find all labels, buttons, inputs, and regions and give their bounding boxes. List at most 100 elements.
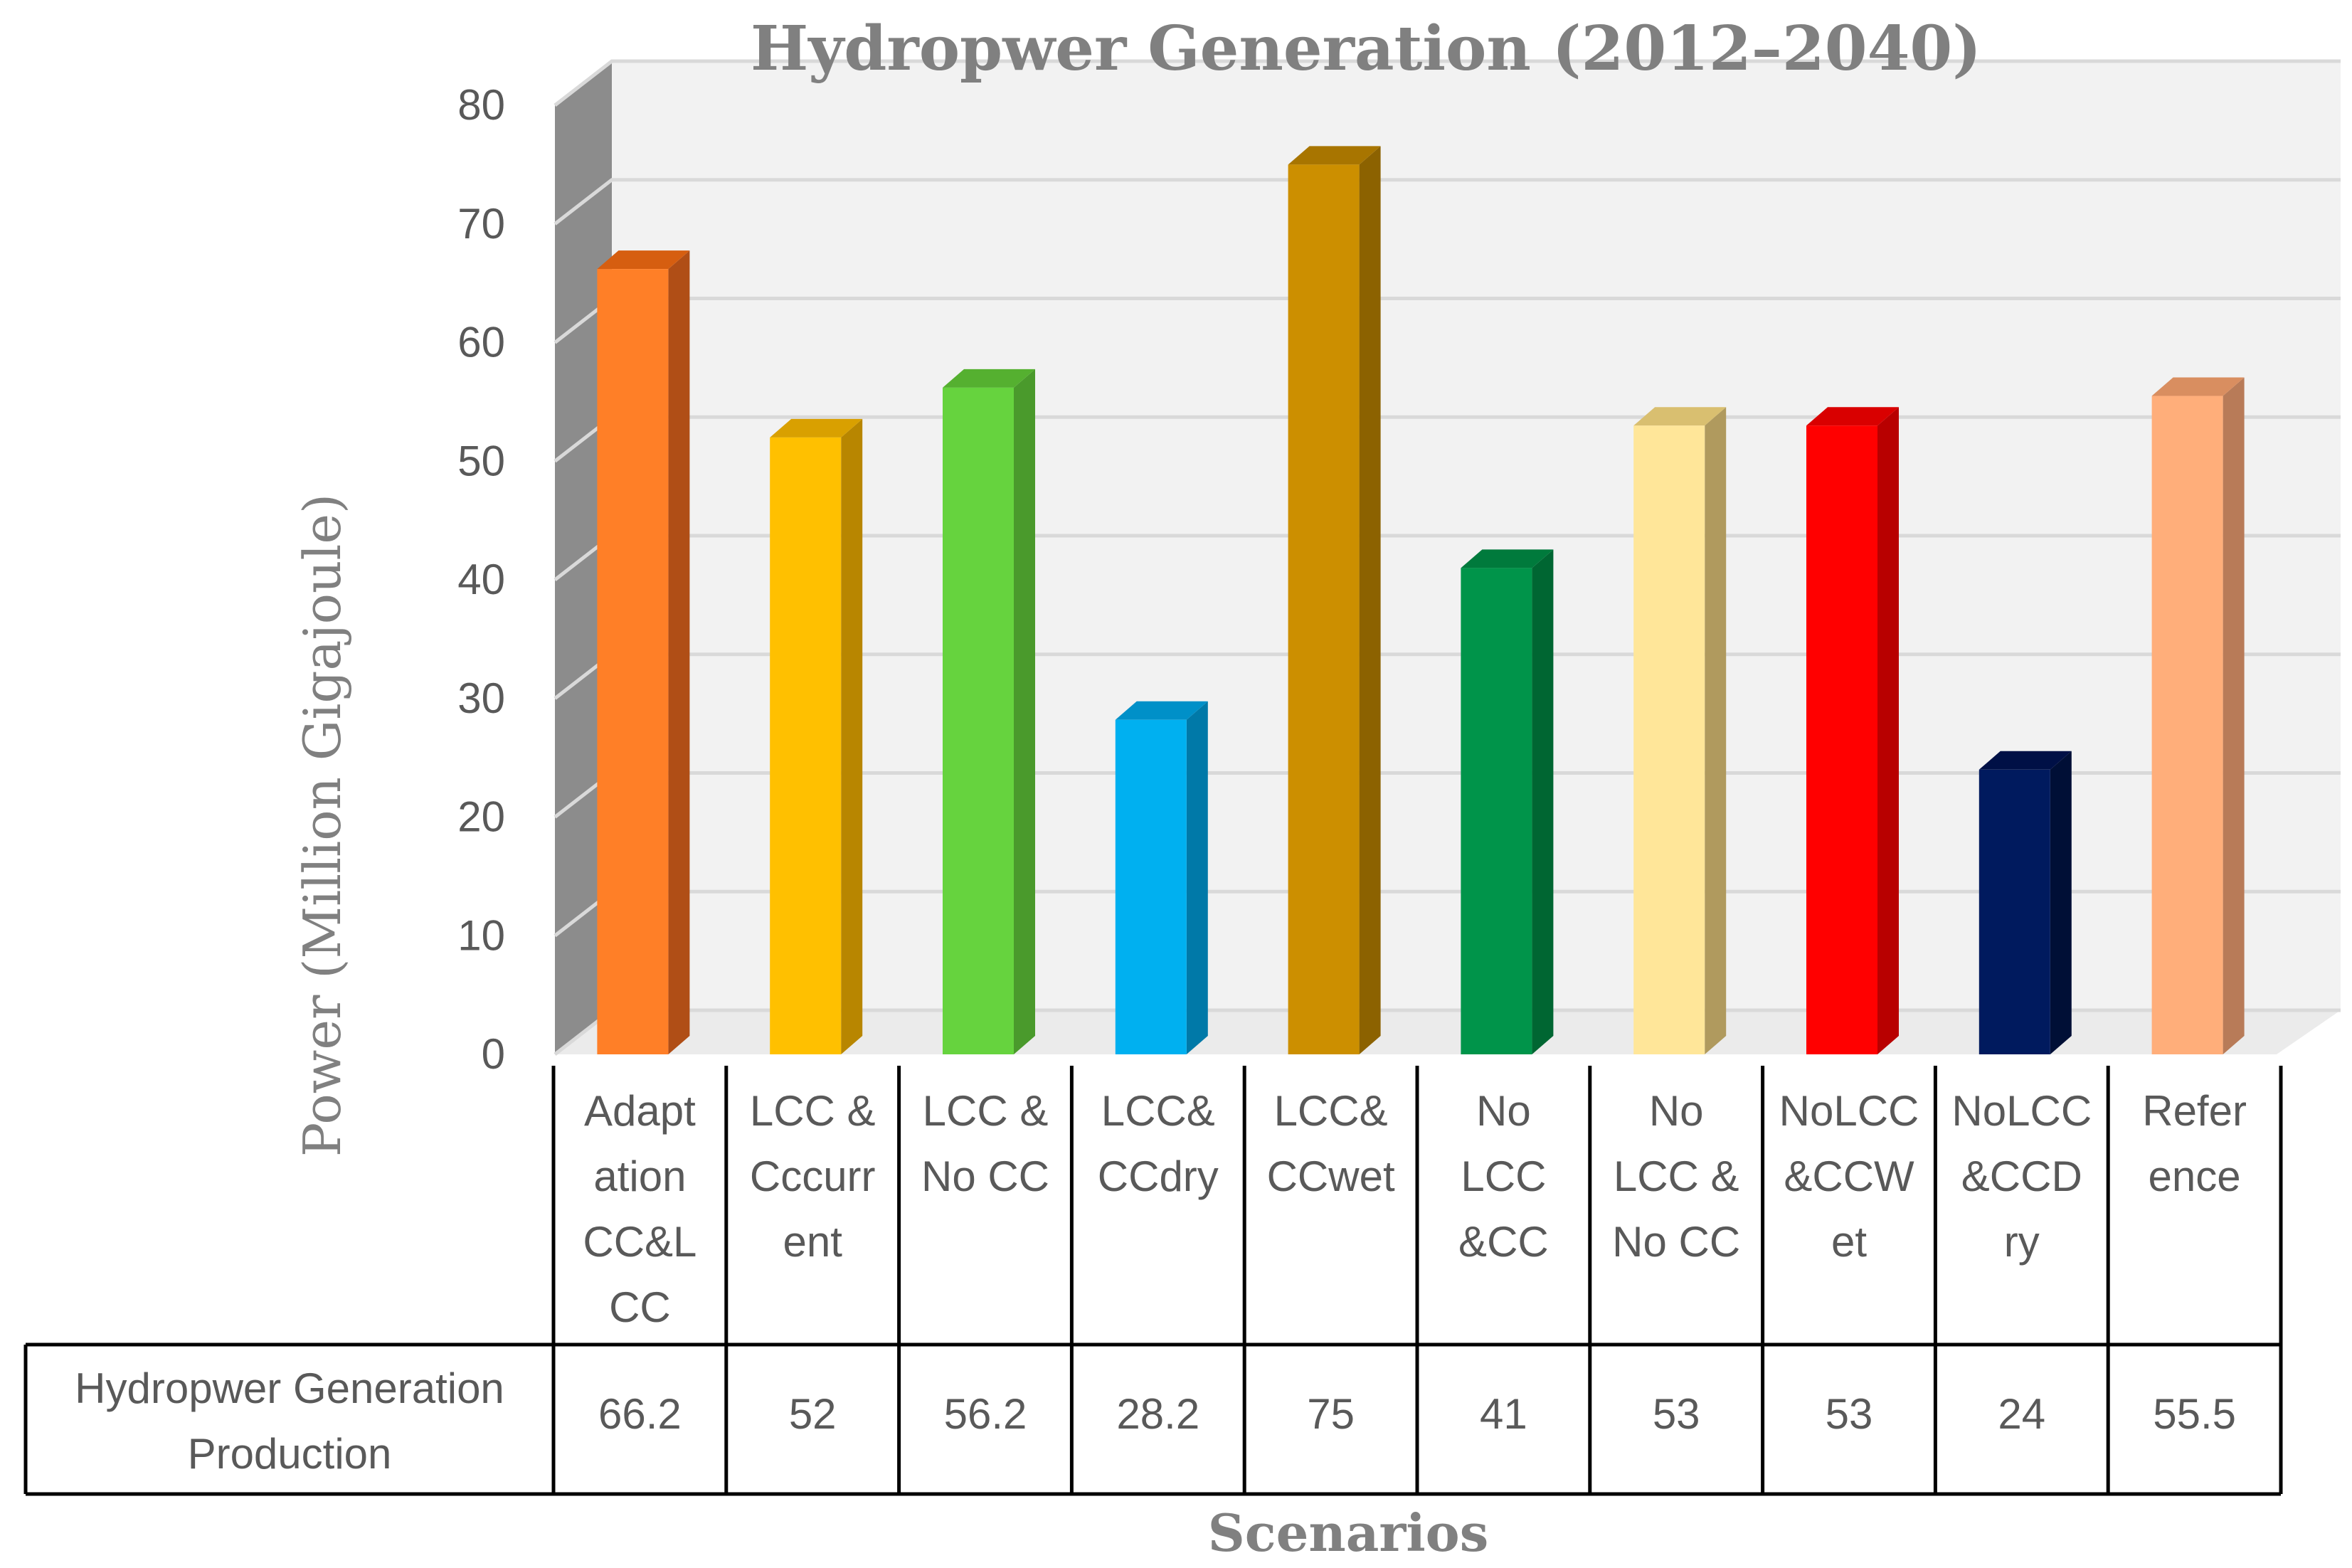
bar: [1978, 769, 2050, 1054]
bar-top: [1633, 407, 1727, 426]
series-name: Hydropwer Generation Production: [75, 1365, 504, 1478]
data-value: 41: [1480, 1390, 1527, 1438]
bar-top: [1806, 407, 1899, 426]
category-label-line: ent: [783, 1218, 842, 1266]
category-label-line: NoLCC: [1779, 1087, 1919, 1135]
bar: [943, 387, 1014, 1054]
bar-group: [1461, 549, 1554, 1054]
bar: [2151, 396, 2223, 1054]
data-value: 66.2: [598, 1390, 682, 1438]
bar: [770, 437, 842, 1054]
bar: [1461, 568, 1532, 1054]
category-label: LCC& CCwet: [1267, 1087, 1395, 1200]
category-label-line: CCwet: [1267, 1153, 1395, 1200]
series-name-line: Hydropwer Generation: [75, 1365, 504, 1412]
category-label-line: et: [1831, 1218, 1867, 1266]
category-label-line: Cccurr: [750, 1153, 876, 1200]
category-label: Refer ence: [2142, 1087, 2247, 1200]
category-label-line: LCC&: [1101, 1087, 1215, 1135]
data-value: 28.2: [1116, 1390, 1199, 1438]
bar-side: [2223, 377, 2245, 1054]
x-axis-title: Scenarios: [1208, 1503, 1489, 1563]
bar-group: [943, 369, 1035, 1054]
category-label-line: &CCD: [1961, 1153, 2082, 1200]
bar-group: [1288, 146, 1381, 1054]
y-tick-label: 80: [457, 81, 505, 129]
bar-top: [1978, 751, 2072, 770]
data-table: [23, 1066, 2283, 1496]
y-axis-title: Power (Million Gigajoule): [292, 494, 352, 1157]
category-label-line: No: [1649, 1087, 1704, 1135]
bar-group: [597, 250, 690, 1054]
category-label-line: Refer: [2142, 1087, 2247, 1135]
bar-side: [1359, 146, 1381, 1054]
bar-side: [841, 418, 863, 1054]
y-tick-label: 40: [457, 556, 505, 603]
y-tick-label: 60: [457, 319, 505, 366]
category-label: LCC & Cccurr ent: [750, 1087, 876, 1266]
bar-top: [2151, 377, 2245, 396]
category-label-line: CC&L: [583, 1218, 696, 1266]
category-label-line: ry: [2004, 1218, 2040, 1266]
bar-group: [770, 418, 863, 1054]
bar-side: [1186, 701, 1208, 1054]
category-label: No LCC & No CC: [1612, 1087, 1740, 1266]
category-label: NoLCC &CCD ry: [1951, 1087, 2092, 1266]
y-tick-label: 0: [482, 1030, 505, 1078]
category-label-line: &CC: [1458, 1218, 1549, 1266]
bar-side: [668, 250, 690, 1054]
series-name-line: Production: [188, 1430, 392, 1478]
category-label: NoLCC &CCW et: [1779, 1087, 1919, 1266]
bar-top: [770, 418, 863, 438]
bar-side: [1014, 369, 1035, 1054]
bar-side: [1705, 407, 1727, 1054]
category-label-line: LCC &: [750, 1087, 876, 1135]
bar-top: [1461, 549, 1554, 568]
category-label-line: Adapt: [584, 1087, 696, 1135]
data-value: 52: [789, 1390, 837, 1438]
bar-top: [1288, 146, 1381, 165]
bar: [1288, 164, 1360, 1054]
category-label: No LCC &CC: [1458, 1087, 1549, 1266]
data-value: 75: [1307, 1390, 1355, 1438]
data-value: 53: [1653, 1390, 1700, 1438]
category-label-line: CCdry: [1098, 1153, 1219, 1200]
category-label-line: CC: [609, 1283, 671, 1331]
bar-group: [1633, 407, 1727, 1054]
bar-group: [1978, 751, 2072, 1054]
category-label: LCC & No CC: [921, 1087, 1049, 1200]
bar: [1115, 719, 1187, 1054]
chart-title: Hydropwer Generation (2012–2040): [751, 13, 1981, 85]
bar: [1633, 425, 1705, 1054]
bar-side: [2050, 751, 2072, 1054]
category-label-line: No: [1476, 1087, 1531, 1135]
category-label-line: NoLCC: [1951, 1087, 2092, 1135]
bar-top: [1115, 701, 1208, 720]
bar: [597, 269, 669, 1054]
category-label-line: ation: [593, 1153, 686, 1200]
data-value: 24: [1998, 1390, 2045, 1438]
data-value: 53: [1826, 1390, 1873, 1438]
bar-top: [597, 250, 690, 270]
y-tick-label: 30: [457, 674, 505, 722]
bar-top: [943, 369, 1035, 388]
category-label-line: LCC: [1461, 1153, 1546, 1200]
category-label-line: LCC&: [1274, 1087, 1388, 1135]
data-value: 55.5: [2153, 1390, 2236, 1438]
gridline: [553, 59, 2341, 107]
bar-side: [1877, 407, 1899, 1054]
category-label-line: No CC: [1612, 1218, 1740, 1266]
category-label: Adapt ation CC&L CC: [583, 1087, 696, 1331]
labels: 0 10 20 30 40 50 60 70 80 Adapt ation CC&L CC LCC & Cc…: [75, 13, 2247, 1563]
y-tick-label: 50: [457, 437, 505, 484]
bar: [1806, 425, 1877, 1054]
category-label-line: LCC &: [923, 1087, 1049, 1135]
category-label-line: ence: [2149, 1153, 2241, 1200]
y-tick-label: 10: [457, 911, 505, 959]
gridline: [553, 178, 2341, 226]
bar-group: [1806, 407, 1899, 1054]
data-value: 56.2: [944, 1390, 1027, 1438]
bar-side: [1532, 549, 1554, 1054]
